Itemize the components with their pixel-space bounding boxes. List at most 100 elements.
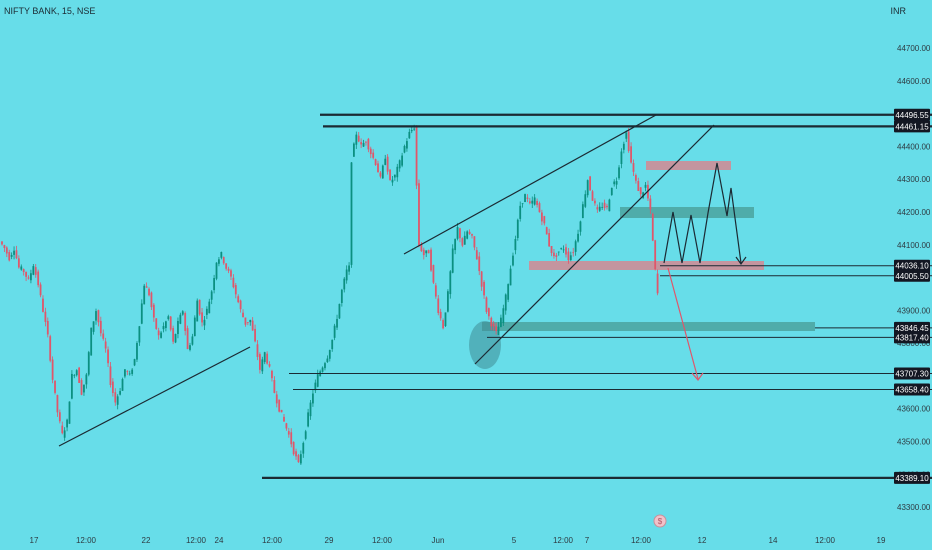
candle — [627, 128, 630, 153]
candle — [565, 243, 567, 258]
candle — [193, 315, 196, 337]
candle — [95, 308, 97, 325]
replay-icon[interactable]: $ — [653, 514, 667, 528]
x-tick-label: 14 — [769, 536, 778, 545]
candle — [51, 356, 54, 384]
candle — [73, 373, 76, 379]
candle — [367, 137, 370, 153]
x-tick-label: 12:00 — [186, 536, 207, 545]
candle — [133, 358, 136, 367]
candle — [333, 323, 336, 341]
candle — [444, 312, 447, 328]
candle — [553, 248, 555, 259]
currency-label: INR — [890, 6, 907, 16]
candle — [244, 317, 247, 327]
candle — [461, 237, 464, 248]
price-label: 44496.55 — [894, 108, 930, 121]
x-axis: 17 12:00 22 12:00 24 12:00 29 12:00 Jun 5 12:00 7 12… — [30, 536, 886, 545]
candle — [246, 321, 249, 326]
candle — [449, 270, 452, 299]
candle — [345, 265, 348, 284]
candle — [459, 227, 461, 243]
candle — [13, 246, 15, 260]
x-tick-label: 12:00 — [553, 536, 574, 545]
candles-layer — [1, 124, 659, 465]
candle — [596, 204, 599, 213]
candle — [111, 378, 114, 397]
candle — [201, 307, 203, 327]
x-tick-label: 24 — [215, 536, 224, 545]
candle — [97, 309, 100, 327]
candle — [427, 249, 430, 254]
candle — [343, 277, 346, 293]
candle — [119, 387, 122, 396]
candle — [227, 266, 230, 274]
candle — [418, 179, 420, 248]
candle — [328, 349, 331, 362]
candle — [312, 389, 314, 407]
candle — [205, 306, 208, 320]
candle — [80, 378, 83, 396]
candle — [389, 169, 391, 181]
candle — [85, 372, 88, 389]
candle — [249, 319, 252, 326]
candle — [348, 262, 350, 275]
y-tick-label: 43500.00 — [897, 437, 931, 446]
candle — [256, 340, 259, 361]
candle — [401, 152, 404, 168]
candle — [632, 159, 635, 177]
candle — [75, 369, 78, 377]
candle — [271, 369, 273, 382]
candle — [603, 199, 606, 211]
candle — [78, 366, 81, 383]
candle — [128, 370, 131, 376]
candle — [531, 196, 534, 209]
candle — [150, 291, 153, 310]
price-label: 43846.45 — [894, 321, 930, 334]
x-tick-label: 29 — [325, 536, 334, 545]
zones-layer — [469, 161, 815, 369]
candle — [44, 307, 47, 327]
candle — [490, 316, 493, 331]
candle — [562, 245, 565, 253]
candle — [126, 370, 129, 376]
price-label: 43389.10 — [894, 471, 930, 484]
candle — [475, 247, 478, 260]
candle — [152, 303, 155, 322]
svg-text:43707.30: 43707.30 — [895, 370, 929, 379]
x-tick-label: Jun — [432, 536, 445, 545]
candle — [483, 280, 485, 299]
candle — [406, 138, 408, 152]
candle — [485, 296, 488, 314]
svg-text:44036.10: 44036.10 — [895, 262, 929, 271]
candle — [422, 247, 425, 260]
candle — [374, 158, 377, 166]
candle — [131, 368, 134, 376]
candle — [254, 324, 256, 343]
candle — [107, 346, 109, 367]
candle — [37, 269, 40, 288]
zone-upper-pink — [646, 161, 731, 170]
candle — [425, 250, 428, 258]
candle — [379, 170, 382, 179]
y-tick-label: 43300.00 — [897, 503, 931, 512]
y-tick-label: 44700.00 — [897, 44, 931, 53]
candle — [210, 290, 213, 305]
price-label: 43707.30 — [894, 367, 930, 380]
candle — [1, 241, 3, 246]
candle — [83, 384, 85, 396]
candle — [196, 298, 199, 322]
candle — [586, 179, 589, 198]
x-tick-label: 12 — [698, 536, 707, 545]
candle — [27, 275, 30, 280]
candle — [251, 317, 254, 331]
candle — [504, 293, 507, 315]
candle — [386, 154, 389, 175]
candle — [56, 394, 59, 417]
svg-text:43817.40: 43817.40 — [895, 333, 929, 342]
candle — [70, 370, 73, 400]
svg-text:43389.10: 43389.10 — [895, 474, 929, 483]
candle — [630, 142, 632, 164]
